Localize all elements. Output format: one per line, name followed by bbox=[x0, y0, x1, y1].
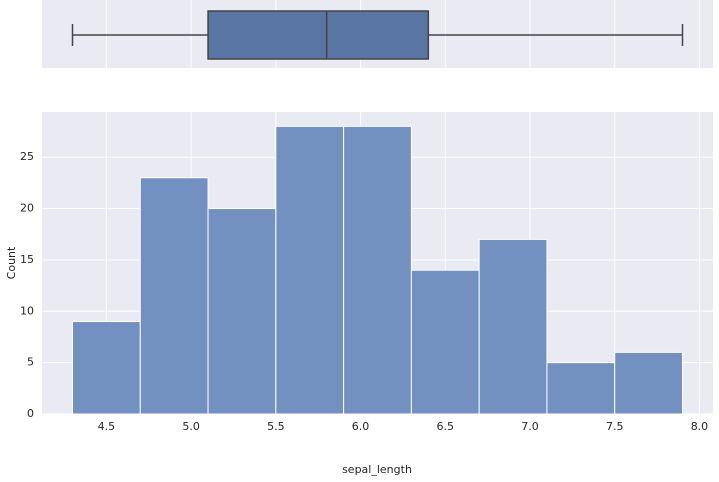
x-tick-label: 7.5 bbox=[606, 420, 624, 433]
box bbox=[207, 10, 430, 60]
bar bbox=[207, 208, 277, 415]
y-tick-label: 5 bbox=[27, 356, 34, 369]
x-tick-label: 6.0 bbox=[352, 420, 370, 433]
y-tick-label: 25 bbox=[20, 150, 34, 163]
y-axis-label: Count bbox=[5, 246, 18, 279]
y-tick-label: 20 bbox=[20, 202, 34, 215]
y-tick-label: 0 bbox=[27, 407, 34, 420]
bar bbox=[139, 177, 209, 415]
x-tick-label: 5.5 bbox=[267, 420, 285, 433]
bar bbox=[275, 125, 345, 415]
x-tick-label: 6.5 bbox=[437, 420, 455, 433]
x-axis-label: sepal_length bbox=[342, 463, 412, 476]
y-tick-label: 15 bbox=[20, 253, 34, 266]
x-tick-label: 5.0 bbox=[182, 420, 200, 433]
bar bbox=[478, 238, 548, 415]
x-tick-label: 4.5 bbox=[98, 420, 116, 433]
bar bbox=[614, 351, 684, 415]
bar bbox=[343, 125, 412, 415]
y-tick-label: 10 bbox=[20, 304, 34, 317]
bar bbox=[410, 269, 480, 415]
bar bbox=[546, 362, 616, 415]
x-tick-label: 8.0 bbox=[691, 420, 709, 433]
bar bbox=[72, 321, 141, 415]
x-tick-label: 7.0 bbox=[521, 420, 539, 433]
